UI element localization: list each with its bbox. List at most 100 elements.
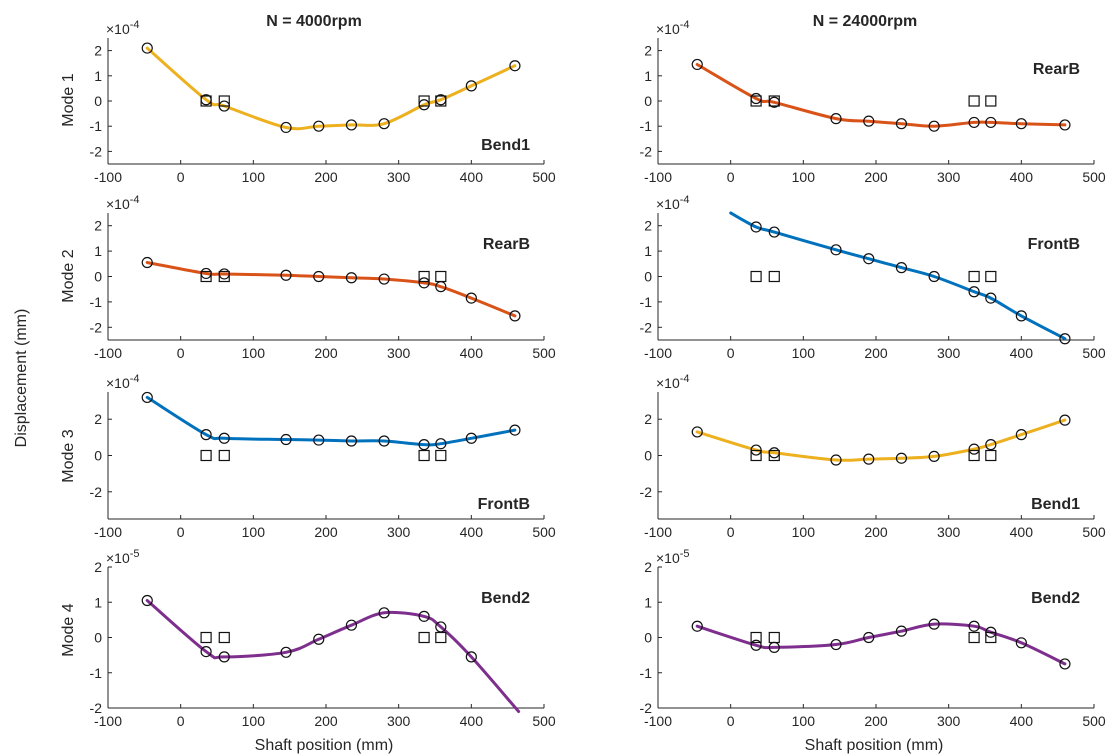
bearing-marker: [985, 95, 997, 107]
x-tick-label: -100: [644, 524, 672, 540]
mode-shape-label: FrontB: [1028, 236, 1080, 253]
y-tick-label: 0: [94, 448, 102, 464]
y-tick-label: -2: [90, 484, 103, 500]
mode-shape-label: Bend2: [481, 590, 530, 607]
bearing-marker: [768, 449, 780, 462]
bearing-marker: [218, 631, 230, 644]
panel-left-mode-2: -2 -1 0 1 2 -100 0 100 200 300 400 500 ×10-4 RearB: [90, 194, 556, 361]
bearing-marker: [435, 449, 447, 462]
data-point: [895, 118, 908, 130]
x-tick-label: -100: [94, 713, 122, 729]
panel-right-mode-3: -2 0 2 -100 0 100 200 300 400 500 ×10-4 Bend1: [640, 373, 1106, 540]
x-tick-label: 500: [1082, 713, 1106, 729]
data-point: [378, 435, 390, 447]
data-point: [509, 60, 521, 72]
y-tick-label: 2: [644, 559, 652, 575]
x-tick-label: 200: [864, 713, 888, 729]
x-tick-label: 400: [1010, 345, 1034, 361]
x-tick-label: 300: [937, 713, 961, 729]
x-tick-label: 500: [1082, 345, 1106, 361]
data-point: [345, 435, 358, 447]
x-tick-label: 300: [937, 345, 961, 361]
y-tick-label: 1: [94, 243, 102, 259]
x-tick-label: 300: [387, 345, 411, 361]
x-tick-label: 200: [864, 169, 888, 185]
data-point: [418, 439, 430, 451]
y-tick-label: 2: [94, 218, 102, 234]
bearing-marker: [750, 449, 762, 462]
x-tick-label: 500: [532, 713, 556, 729]
y-tick-label: -1: [640, 665, 653, 681]
data-point: [200, 645, 212, 658]
column-title-right: N = 24000rpm: [813, 13, 918, 30]
y-exponent-label: ×10-4: [106, 194, 140, 212]
y-tick-label: 2: [644, 218, 652, 234]
data-point: [863, 253, 875, 265]
data-point: [141, 42, 153, 54]
x-tick-label: 0: [177, 713, 185, 729]
x-tick-label: 300: [387, 169, 411, 185]
data-point: [313, 270, 325, 283]
x-tick-label: 100: [792, 169, 816, 185]
bearing-marker: [218, 449, 230, 462]
data-point: [280, 269, 292, 281]
data-point: [985, 292, 997, 304]
data-point: [928, 450, 940, 463]
x-tick-label: 400: [1010, 524, 1034, 540]
data-point: [345, 272, 358, 284]
data-point: [928, 120, 940, 132]
bearing-marker: [768, 95, 780, 107]
data-point: [465, 80, 477, 92]
data-point: [313, 633, 325, 645]
data-point: [465, 292, 477, 304]
mode-shape-label: Bend1: [481, 137, 530, 154]
data-point: [435, 438, 447, 450]
data-point: [830, 244, 842, 256]
data-point: [830, 113, 842, 125]
panel-right-mode-1: -2 -1 0 1 2 -100 0 100 200 300 400 500 ×10-4 RearB: [640, 19, 1106, 185]
data-point: [863, 453, 875, 465]
bearing-marker: [750, 631, 762, 644]
x-tick-label: 0: [727, 169, 735, 185]
bearing-marker: [218, 270, 230, 283]
row-label-mode-1: Mode 1: [60, 73, 77, 126]
y-tick-label: -1: [90, 665, 103, 681]
y-tick-label: 2: [94, 411, 102, 427]
data-point: [141, 594, 153, 607]
series-line: [145, 46, 517, 131]
bearing-marker: [200, 631, 212, 644]
data-point: [985, 439, 997, 451]
row-label-mode-4: Mode 4: [60, 603, 77, 656]
bearing-marker: [750, 270, 762, 283]
x-tick-label: 200: [864, 524, 888, 540]
data-point: [691, 620, 703, 632]
data-point: [1059, 658, 1071, 670]
y-tick-label: 0: [644, 448, 652, 464]
x-tick-label: 500: [532, 524, 556, 540]
row-label-mode-2: Mode 2: [60, 249, 77, 302]
y-tick-label: 2: [94, 559, 102, 575]
series-line: [145, 395, 517, 447]
mode-shape-label: FrontB: [478, 496, 530, 513]
data-point: [378, 118, 390, 130]
bearing-marker: [418, 270, 430, 283]
data-point: [863, 115, 875, 127]
mode-shape-label: Bend1: [1031, 496, 1080, 513]
x-tick-label: 400: [1010, 713, 1034, 729]
x-axis-label-right: Shaft position (mm): [805, 737, 944, 754]
data-point: [985, 116, 997, 129]
x-tick-label: 100: [792, 713, 816, 729]
series-line: [695, 622, 1067, 666]
bearing-marker: [768, 631, 780, 644]
data-point: [1059, 333, 1071, 345]
data-point: [280, 121, 292, 134]
data-point: [313, 120, 325, 132]
data-point: [313, 434, 325, 446]
data-point: [895, 625, 908, 637]
y-tick-label: -2: [640, 319, 653, 335]
y-tick-label: -1: [640, 294, 653, 310]
y-tick-label: -1: [90, 294, 103, 310]
bearing-marker: [985, 270, 997, 283]
bearing-marker: [418, 631, 430, 644]
data-point: [768, 226, 780, 238]
